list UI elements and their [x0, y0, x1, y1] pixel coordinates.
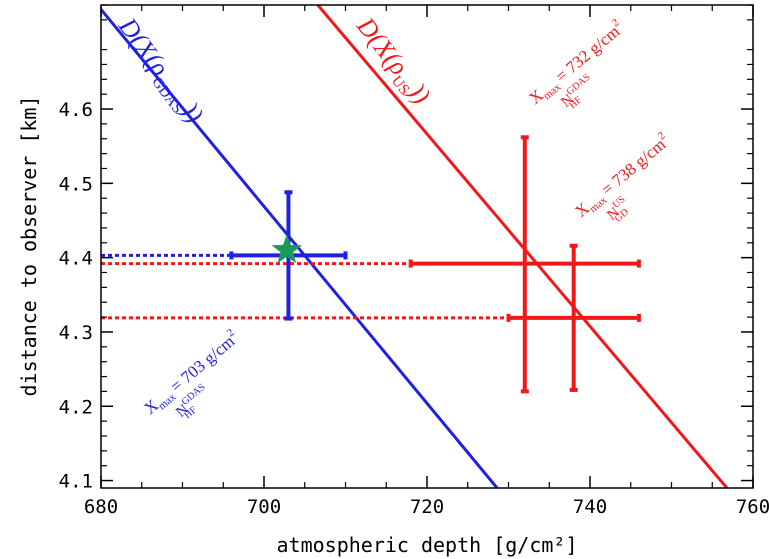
x-tick-label: 680: [84, 496, 118, 518]
model-line-0: [101, 8, 499, 488]
x-tick-label: 740: [573, 496, 607, 518]
xmax-annotation-gdas: Xmax= 703 g/cm2 NGDASHF: [140, 327, 238, 422]
star-marker: [271, 234, 302, 264]
x-tick-label: 720: [410, 496, 444, 518]
x-tick-label: 760: [736, 496, 769, 518]
y-tick-label: 4.3: [59, 322, 93, 344]
xmax-annotation-gdas-red: Xmax= 732 g/cm2 NGDASHF: [525, 17, 623, 112]
x-tick-label: 700: [247, 496, 281, 518]
y-tick-label: 4.6: [59, 99, 93, 121]
line-label-us: D(X(ρUS)): [348, 11, 437, 112]
xmax-annotation-us-red: Xmax= 738 g/cm2 NUSGD: [571, 130, 669, 227]
y-tick-label: 4.2: [59, 396, 93, 418]
svg-text:NUSGD: NUSGD: [602, 194, 635, 227]
axis-tick-labels: 680 700 720 740 760 4.1 4.2 4.3 4.4 4.5 4.6: [59, 99, 769, 518]
plot-frame: [100, 4, 754, 489]
y-tick-label: 4.1: [59, 471, 93, 493]
x-axis-title: atmospheric depth [g/cm²]: [276, 533, 577, 557]
axis-ticks: [100, 4, 754, 488]
y-tick-label: 4.5: [59, 173, 93, 195]
y-tick-label: 4.4: [59, 248, 93, 270]
y-axis-title: distance to observer [km]: [17, 95, 41, 396]
line-label-gdas: D(X(ρGDAS)): [109, 12, 209, 131]
plot-marks: [101, 5, 729, 488]
model-line-1: [316, 5, 729, 488]
